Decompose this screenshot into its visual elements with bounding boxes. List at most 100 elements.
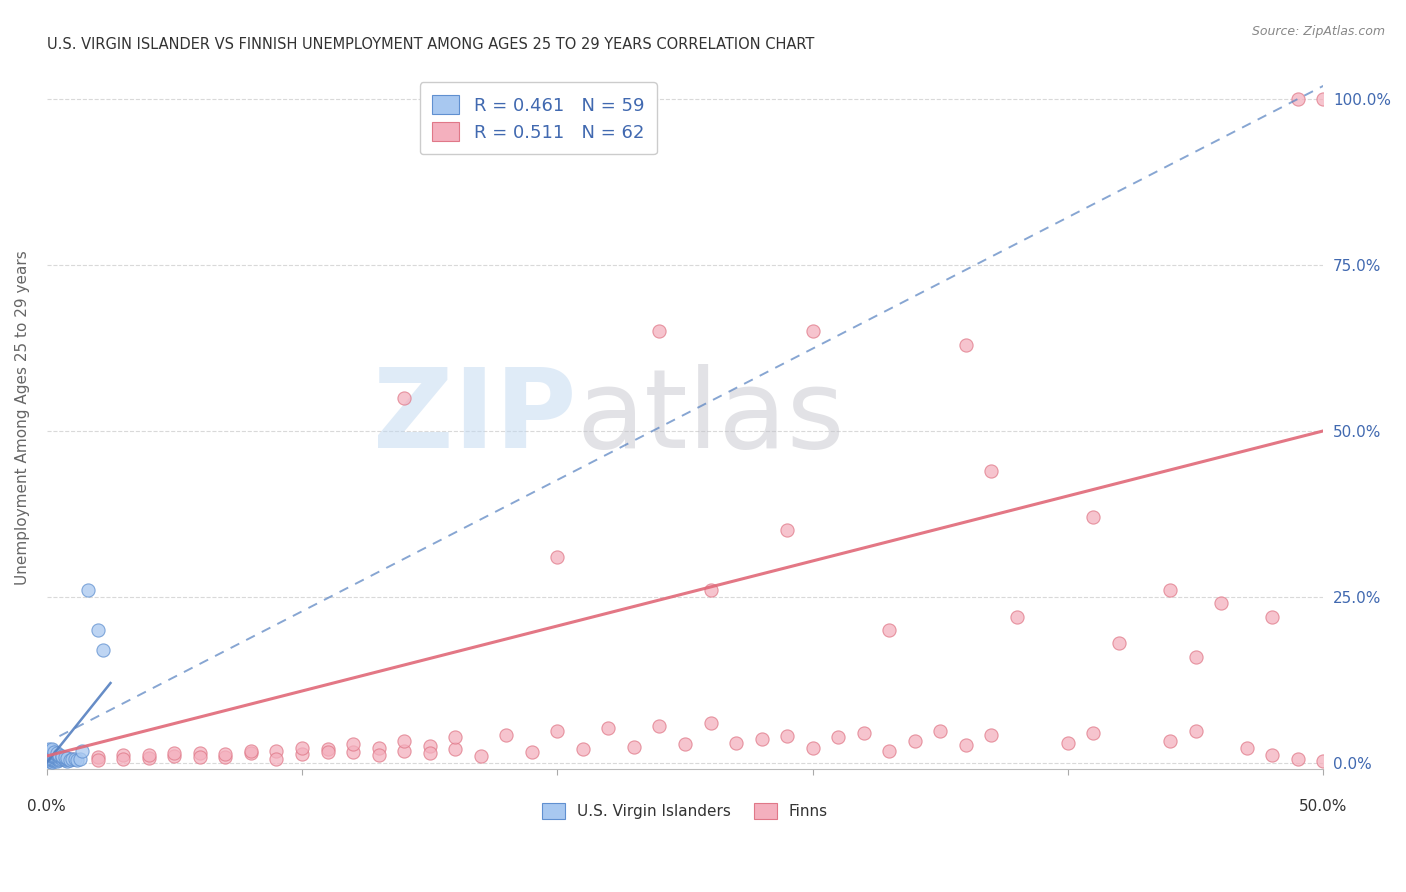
Point	[1261, 609, 1284, 624]
Point	[266, 752, 288, 766]
Point	[1083, 510, 1105, 524]
Point	[51, 752, 73, 766]
Point	[41, 750, 63, 764]
Point	[38, 752, 60, 766]
Point	[41, 747, 63, 762]
Point	[1108, 636, 1130, 650]
Point	[45, 754, 67, 768]
Point	[56, 751, 79, 765]
Point	[598, 721, 620, 735]
Point	[648, 324, 671, 338]
Point	[44, 749, 66, 764]
Point	[546, 723, 568, 738]
Point	[955, 739, 977, 753]
Text: 50.0%: 50.0%	[1299, 799, 1347, 814]
Point	[41, 742, 63, 756]
Point	[367, 747, 389, 762]
Point	[38, 749, 60, 764]
Y-axis label: Unemployment Among Ages 25 to 29 years: Unemployment Among Ages 25 to 29 years	[15, 251, 30, 585]
Point	[41, 744, 63, 758]
Point	[38, 744, 60, 758]
Point	[45, 747, 67, 761]
Point	[214, 749, 236, 764]
Point	[53, 753, 76, 767]
Point	[1261, 747, 1284, 762]
Point	[41, 746, 63, 760]
Point	[342, 745, 364, 759]
Point	[929, 723, 952, 738]
Point	[72, 744, 94, 758]
Point	[44, 755, 66, 769]
Point	[45, 746, 67, 760]
Point	[546, 549, 568, 564]
Point	[41, 743, 63, 757]
Point	[48, 747, 70, 762]
Point	[44, 745, 66, 759]
Point	[163, 746, 186, 760]
Point	[904, 734, 927, 748]
Point	[87, 753, 110, 767]
Point	[801, 324, 824, 338]
Point	[45, 749, 67, 764]
Point	[291, 747, 314, 761]
Point	[53, 752, 76, 766]
Point	[392, 734, 415, 748]
Point	[419, 747, 441, 761]
Point	[138, 751, 160, 765]
Point	[1083, 726, 1105, 740]
Point	[41, 753, 63, 767]
Point	[41, 747, 63, 761]
Point	[112, 747, 135, 762]
Point	[45, 751, 67, 765]
Point	[45, 748, 67, 763]
Point	[980, 464, 1002, 478]
Point	[56, 754, 79, 768]
Point	[444, 731, 467, 745]
Point	[63, 752, 86, 766]
Point	[776, 729, 799, 743]
Point	[87, 623, 110, 637]
Point	[877, 744, 900, 758]
Point	[44, 752, 66, 766]
Point	[316, 745, 339, 759]
Point	[572, 742, 595, 756]
Point	[623, 739, 645, 754]
Point	[51, 749, 73, 764]
Point	[495, 728, 517, 742]
Point	[45, 752, 67, 766]
Point	[44, 750, 66, 764]
Point	[91, 643, 114, 657]
Point	[66, 753, 89, 767]
Point	[163, 749, 186, 764]
Point	[60, 752, 83, 766]
Point	[138, 748, 160, 763]
Point	[41, 755, 63, 769]
Point	[53, 750, 76, 764]
Point	[699, 583, 721, 598]
Point	[699, 715, 721, 730]
Point	[724, 736, 747, 750]
Point	[44, 753, 66, 767]
Point	[419, 739, 441, 753]
Point	[214, 747, 236, 761]
Point	[342, 737, 364, 751]
Point	[188, 750, 211, 764]
Point	[87, 750, 110, 764]
Point	[520, 745, 543, 759]
Point	[38, 745, 60, 759]
Point	[239, 747, 262, 761]
Point	[1159, 734, 1181, 748]
Point	[980, 728, 1002, 742]
Point	[1211, 596, 1233, 610]
Point	[51, 750, 73, 764]
Point	[1057, 736, 1080, 750]
Point	[1286, 752, 1309, 766]
Point	[48, 753, 70, 767]
Point	[392, 744, 415, 758]
Point	[69, 752, 91, 766]
Text: 0.0%: 0.0%	[27, 799, 66, 814]
Point	[38, 754, 60, 768]
Point	[316, 742, 339, 756]
Point	[673, 737, 696, 751]
Point	[444, 742, 467, 756]
